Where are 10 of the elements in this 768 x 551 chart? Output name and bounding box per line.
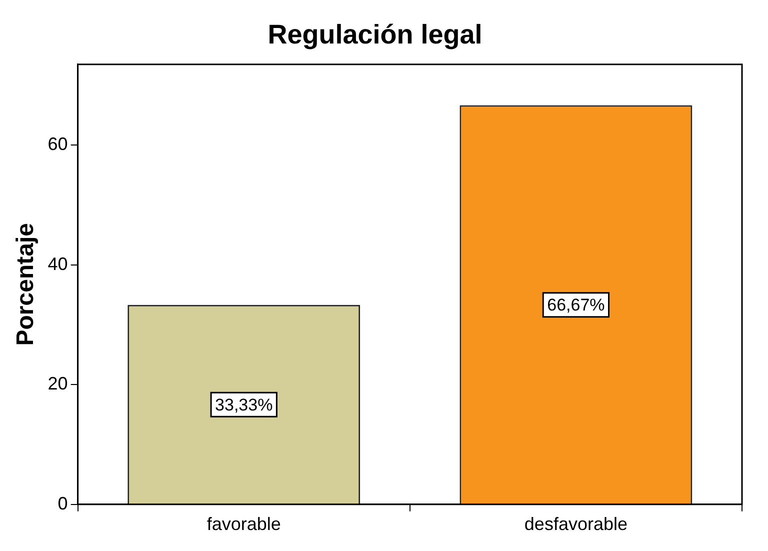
chart-title: Regulación legal: [268, 20, 482, 50]
x-tick-label: favorable: [206, 514, 281, 534]
y-tick-label: 60: [48, 134, 68, 154]
y-tick-label: 40: [48, 254, 68, 274]
y-tick-label: 0: [58, 493, 68, 514]
data-label: 66,67%: [547, 296, 605, 315]
x-tick-label: desfavorable: [524, 514, 628, 534]
data-label: 33,33%: [215, 395, 273, 414]
y-tick-label: 20: [48, 374, 68, 394]
y-axis-title: Porcentaje: [12, 223, 40, 346]
